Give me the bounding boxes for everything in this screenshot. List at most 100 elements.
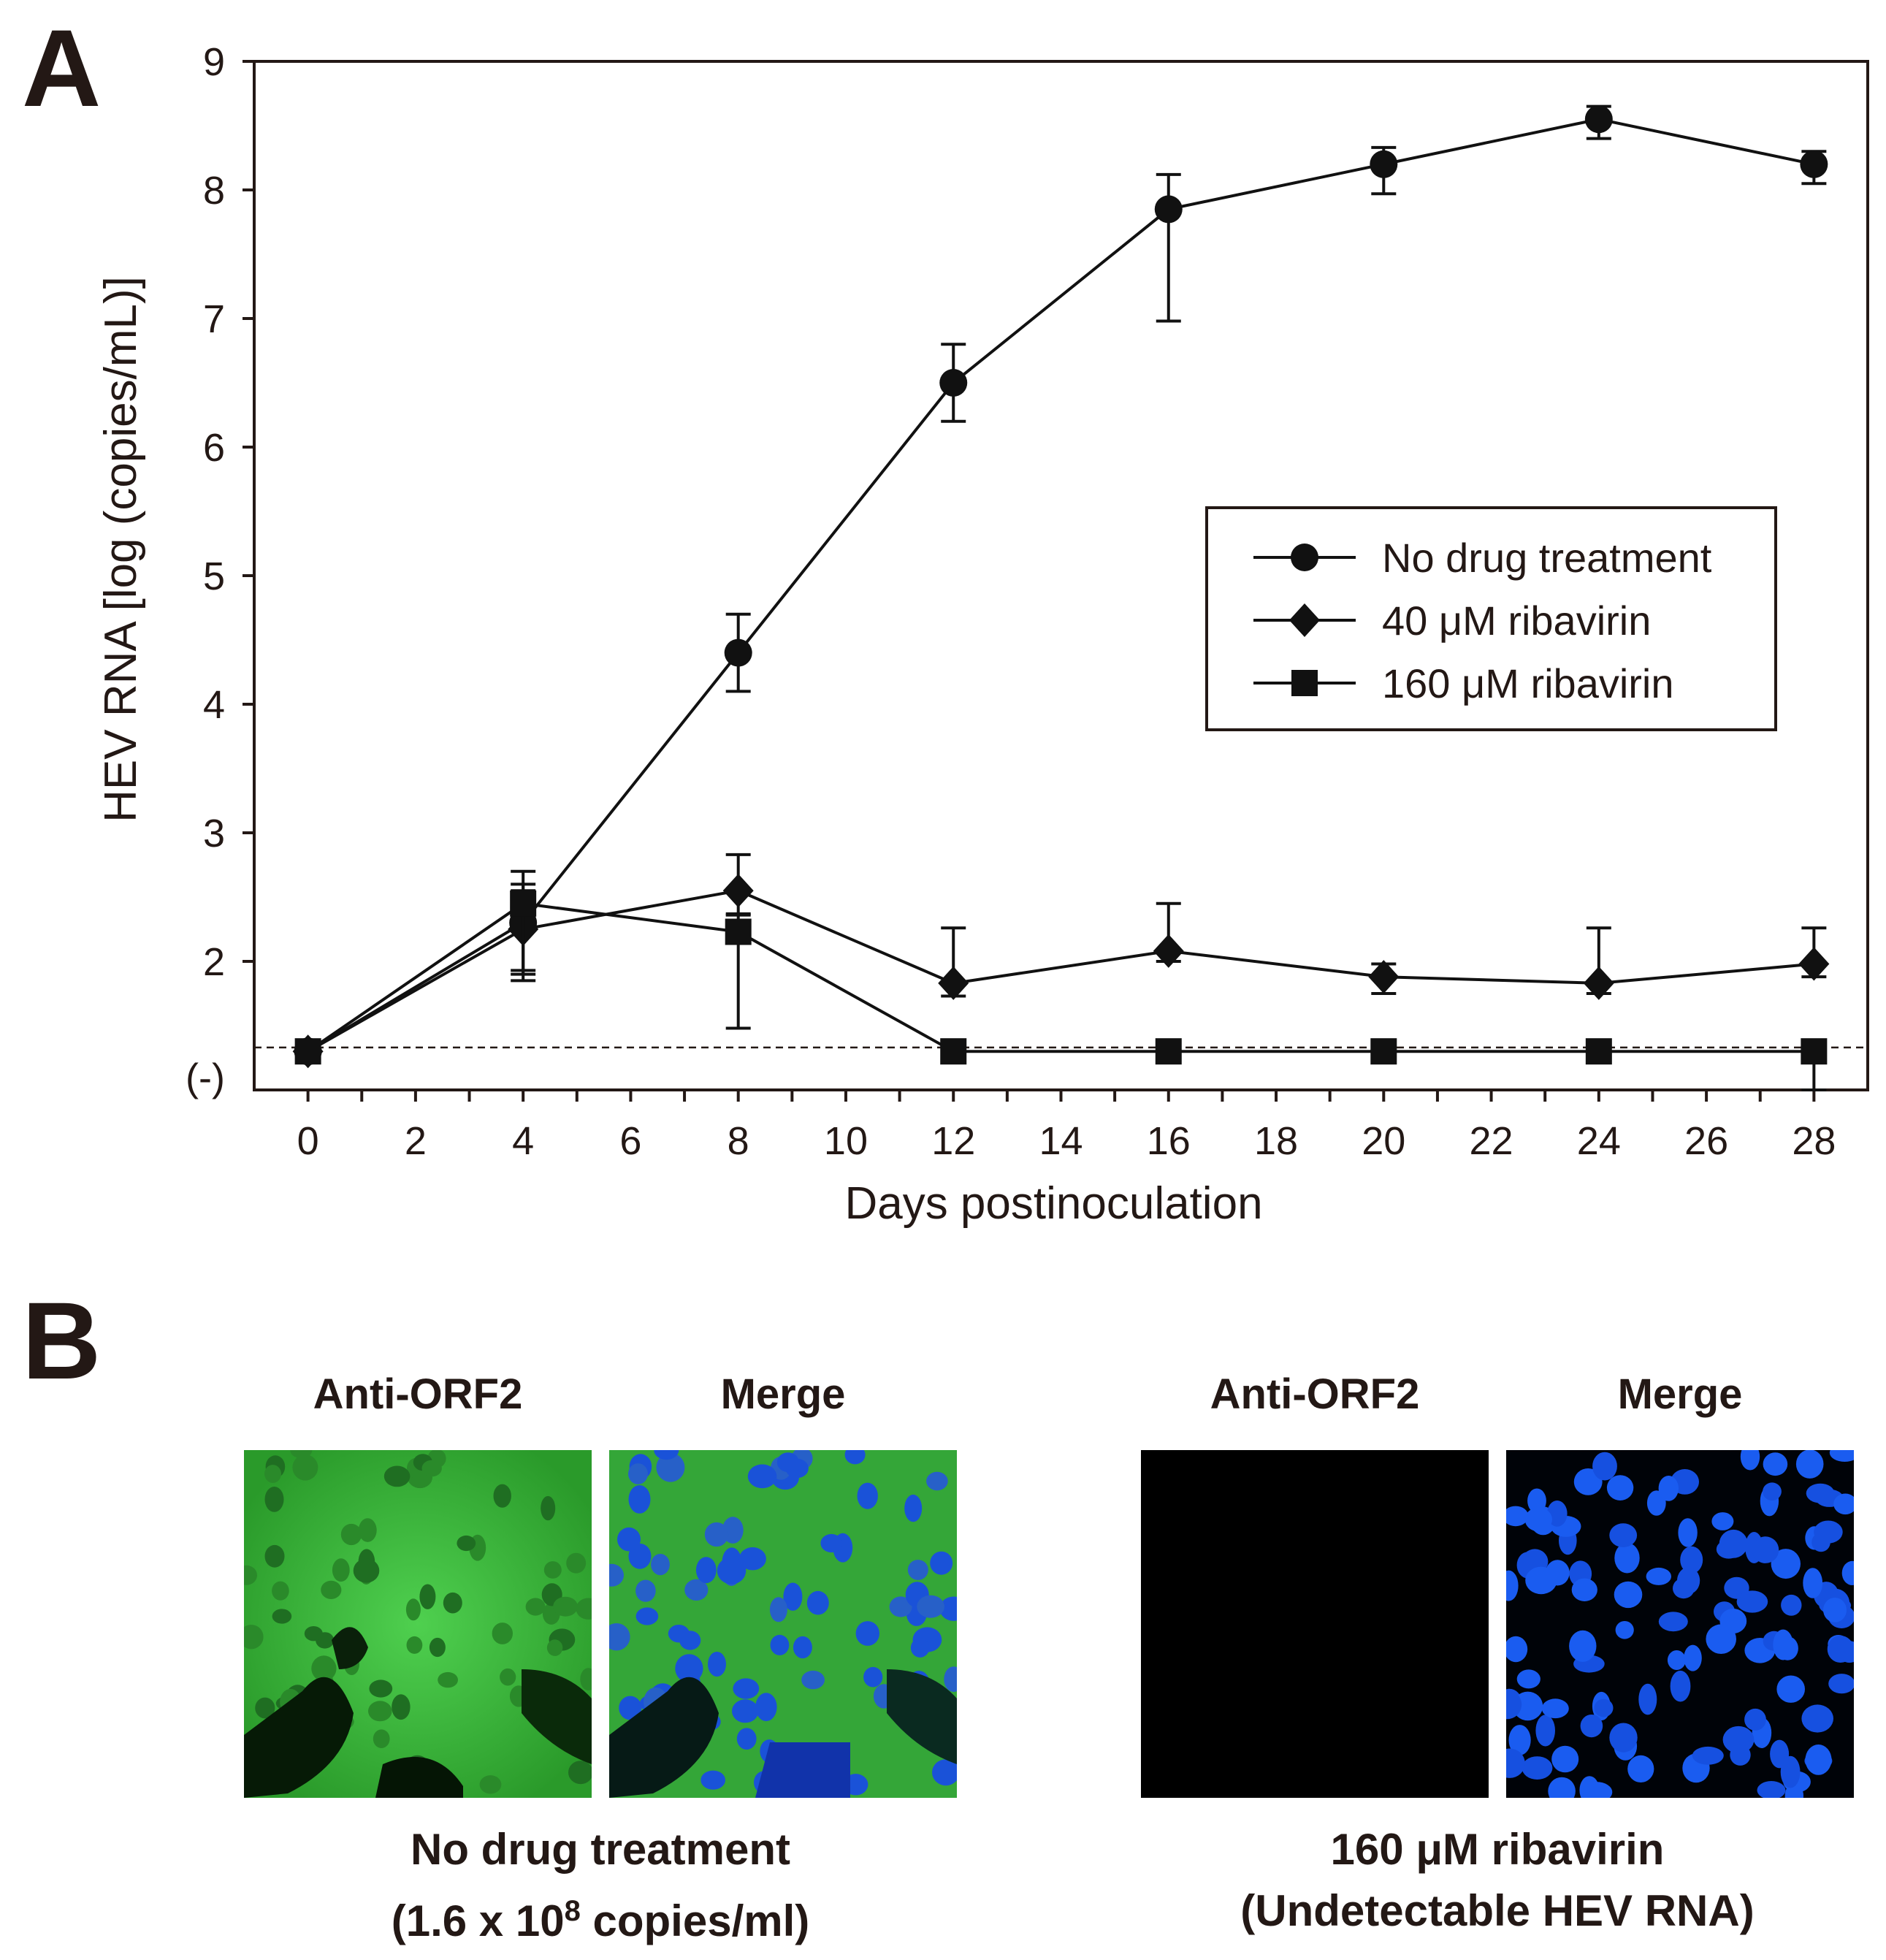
cell-texture [1592, 1452, 1617, 1481]
cell-texture [1763, 1482, 1782, 1500]
cell-texture [857, 1482, 878, 1509]
cell-texture [1614, 1542, 1640, 1574]
cell-texture [1803, 1568, 1823, 1598]
cell-texture [769, 1597, 787, 1622]
cell-texture [566, 1552, 587, 1574]
cell-texture [635, 1579, 656, 1602]
cell-texture [1627, 1755, 1654, 1782]
cell-texture [1744, 1708, 1766, 1731]
cell-texture [785, 1458, 809, 1479]
cell-texture [1677, 1567, 1700, 1594]
x-tick-label: 20 [1362, 1119, 1405, 1163]
cell-texture [1773, 1629, 1793, 1660]
cell-texture [1609, 1723, 1638, 1753]
micrograph-anti-orf2-untreated [244, 1450, 592, 1798]
series-line [307, 118, 1814, 1053]
cell-texture [617, 1527, 641, 1552]
cell-texture [369, 1679, 393, 1698]
series-diamond [292, 853, 1830, 1069]
cell-texture [1580, 1715, 1603, 1738]
legend-label: 40 μM ribavirin [1382, 598, 1651, 644]
x-tick-label: 10 [824, 1119, 868, 1163]
cell-texture [264, 1465, 281, 1483]
cell-texture [383, 1465, 411, 1487]
panel-a-letter: A [22, 7, 102, 129]
x-tick-label: 14 [1039, 1119, 1083, 1163]
cell-texture [684, 1579, 709, 1601]
x-tick-label: 26 [1684, 1119, 1728, 1163]
cell-texture [635, 1607, 659, 1625]
data-point [940, 1038, 967, 1065]
cell-texture [910, 1638, 930, 1658]
cell-texture [332, 1558, 350, 1582]
cell-texture [568, 1761, 592, 1785]
cell-texture [1736, 1590, 1768, 1613]
cell-texture [1516, 1669, 1541, 1689]
cell-texture [340, 1523, 362, 1546]
cell-texture [695, 1557, 717, 1584]
cell-texture [806, 1590, 829, 1615]
cell-texture [421, 1460, 442, 1477]
cell-texture [1719, 1529, 1748, 1558]
y-tick-label: 8 [203, 169, 225, 213]
group2-left-title: Anti-ORF2 [1210, 1370, 1420, 1418]
cell-texture [747, 1464, 777, 1489]
cell-texture [406, 1636, 423, 1654]
group1-left-title: Anti-ORF2 [313, 1370, 523, 1418]
cell-texture [1506, 1570, 1519, 1601]
cell-texture [244, 1565, 257, 1585]
cell-texture [541, 1495, 556, 1521]
x-tick-label: 2 [405, 1119, 427, 1163]
cell-texture [1506, 1636, 1528, 1663]
data-point [724, 638, 752, 667]
cell-texture [1506, 1748, 1525, 1778]
cell-texture [1680, 1546, 1703, 1574]
cell-texture [358, 1518, 377, 1542]
cell-texture [1541, 1698, 1569, 1719]
caption-suffix: copies/ml) [580, 1896, 810, 1945]
cell-texture [525, 1598, 546, 1616]
data-point [938, 966, 969, 1000]
cell-texture [736, 1728, 757, 1750]
legend-marker [1291, 670, 1318, 696]
cell-texture [1524, 1507, 1552, 1532]
group1-caption: No drug treatment (1.6 x 108 copies/ml) [244, 1819, 957, 1952]
x-tick-label: 8 [728, 1119, 749, 1163]
y-tick-label: 7 [203, 297, 225, 341]
cell-texture [443, 1592, 462, 1614]
data-point [1585, 1038, 1612, 1065]
cell-texture [1781, 1594, 1802, 1616]
cell-texture [738, 1547, 766, 1571]
data-point [1370, 1038, 1397, 1065]
cell-texture [1551, 1745, 1579, 1773]
data-point [1800, 150, 1828, 178]
cell-texture [272, 1609, 292, 1624]
x-tick-label: 0 [297, 1119, 319, 1163]
group2-right-title: Merge [1617, 1370, 1743, 1418]
cell-texture [889, 1596, 912, 1617]
legend-label: No drug treatment [1382, 535, 1712, 581]
cell-texture [1506, 1690, 1522, 1720]
cell-texture [1827, 1636, 1854, 1663]
cell-texture [675, 1654, 703, 1683]
cell-texture [1740, 1450, 1760, 1471]
cell-texture [609, 1623, 630, 1651]
group2-caption-line1: 160 μM ribavirin [1330, 1825, 1665, 1874]
cell-texture [321, 1580, 342, 1599]
cell-texture [1614, 1581, 1643, 1609]
cell-texture [272, 1581, 289, 1601]
cell-texture [1638, 1683, 1657, 1715]
cell-texture [801, 1670, 825, 1690]
cell-texture [304, 1626, 323, 1641]
cell-texture [405, 1598, 421, 1621]
cell-texture [553, 1596, 578, 1617]
group2-caption: 160 μM ribavirin (Undetectable HEV RNA) [1141, 1819, 1854, 1942]
cell-texture [844, 1450, 866, 1465]
cell-texture [492, 1622, 513, 1644]
caption-exponent: 8 [564, 1895, 581, 1927]
cell-texture [368, 1701, 392, 1722]
data-point [1584, 105, 1613, 134]
cell-texture [1684, 1644, 1702, 1671]
legend-label: 160 μM ribavirin [1382, 660, 1674, 706]
y-tick-label: 3 [203, 812, 225, 855]
